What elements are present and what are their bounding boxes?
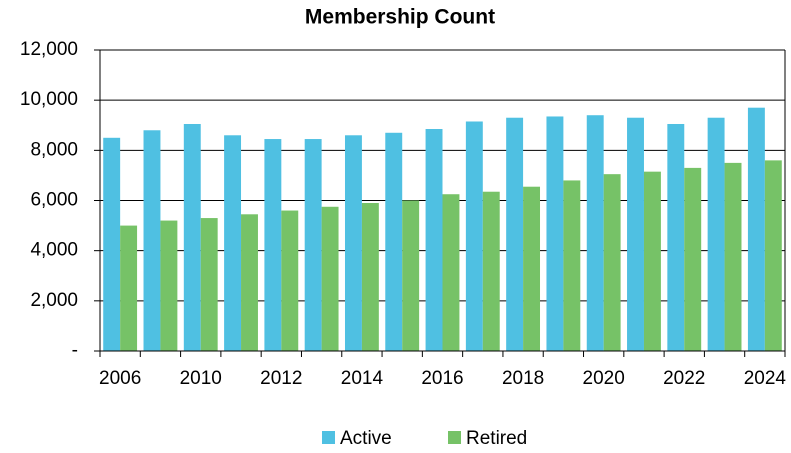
y-tick-label: 12,000 (20, 39, 78, 60)
x-tick-label: 2006 (99, 368, 141, 389)
bar (643, 171, 661, 351)
legend-swatch (448, 431, 461, 444)
bar (724, 162, 742, 351)
bar (344, 135, 362, 351)
bar (506, 117, 524, 351)
chart-title: Membership Count (305, 6, 495, 29)
bar (264, 139, 282, 351)
y-tick-label: - (72, 340, 78, 361)
bar (586, 115, 604, 351)
x-tick-label: 2010 (180, 368, 222, 389)
y-tick-label: 2,000 (30, 290, 78, 311)
bar (482, 191, 500, 351)
x-tick-label: 2024 (744, 368, 787, 389)
y-tick-label: 8,000 (30, 139, 78, 160)
x-tick-label: 2016 (421, 368, 463, 389)
legend-label: Retired (466, 428, 527, 449)
bar (160, 220, 178, 351)
x-tick-label: 2012 (260, 368, 302, 389)
y-tick-label: 10,000 (20, 89, 78, 110)
bar (224, 135, 242, 351)
bar (684, 167, 702, 351)
bar (120, 225, 138, 351)
bar (143, 130, 161, 351)
bar (747, 107, 765, 351)
bar (241, 214, 258, 351)
bar (281, 210, 299, 351)
legend-label: Active (340, 428, 392, 449)
bar (402, 200, 420, 351)
bar (321, 206, 339, 351)
bar (442, 194, 460, 351)
bar (764, 160, 782, 351)
legend-swatch (322, 431, 335, 444)
bar (465, 121, 483, 351)
bar (361, 203, 379, 351)
bar (304, 139, 322, 351)
bar (627, 117, 644, 351)
bar (200, 218, 218, 351)
bar (385, 132, 403, 351)
bar (603, 174, 621, 351)
x-tick-label: 2014 (341, 368, 384, 389)
y-tick-label: 4,000 (30, 240, 78, 261)
bar (103, 137, 121, 351)
bar (563, 180, 581, 351)
bar (707, 117, 725, 351)
x-tick-label: 2022 (663, 368, 705, 389)
x-tick-label: 2018 (502, 368, 544, 389)
bar (546, 116, 564, 352)
bar (667, 123, 685, 351)
bar (425, 129, 443, 351)
bar (183, 123, 201, 351)
y-tick-label: 6,000 (30, 190, 78, 211)
bar (523, 186, 541, 351)
x-tick-label: 2020 (583, 368, 625, 389)
